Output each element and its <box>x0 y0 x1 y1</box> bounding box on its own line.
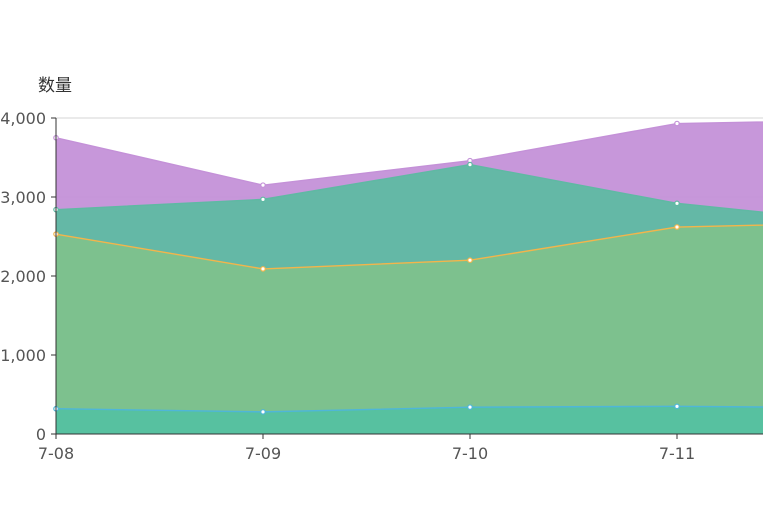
data-point <box>674 120 680 127</box>
x-tick-label: 7-11 <box>659 444 695 463</box>
data-point <box>674 224 680 230</box>
series-area-4 <box>56 406 763 434</box>
y-tick-label: 2,000 <box>0 267 46 286</box>
data-point <box>260 409 266 415</box>
data-point <box>467 404 473 410</box>
data-point <box>674 403 680 410</box>
y-tick-label: 1,000 <box>0 346 46 365</box>
data-point <box>674 200 680 207</box>
data-point <box>260 196 266 203</box>
y-tick-label: 4,000 <box>0 109 46 128</box>
y-tick-label: 3,000 <box>0 188 46 207</box>
x-tick-label: 7-10 <box>452 444 488 463</box>
x-tick-label: 7-08 <box>38 444 74 463</box>
x-tick-label: 7-09 <box>245 444 281 463</box>
y-tick-label: 0 <box>36 425 46 444</box>
series-area-3 <box>56 225 763 434</box>
data-point <box>260 182 266 188</box>
axes: 01,0002,0003,0004,0007-087-097-107-117-1… <box>0 109 763 463</box>
data-point <box>467 161 473 168</box>
y-axis-label: 数量 <box>38 76 72 96</box>
area-series <box>56 121 763 434</box>
data-point <box>467 257 473 264</box>
data-point <box>260 266 266 272</box>
